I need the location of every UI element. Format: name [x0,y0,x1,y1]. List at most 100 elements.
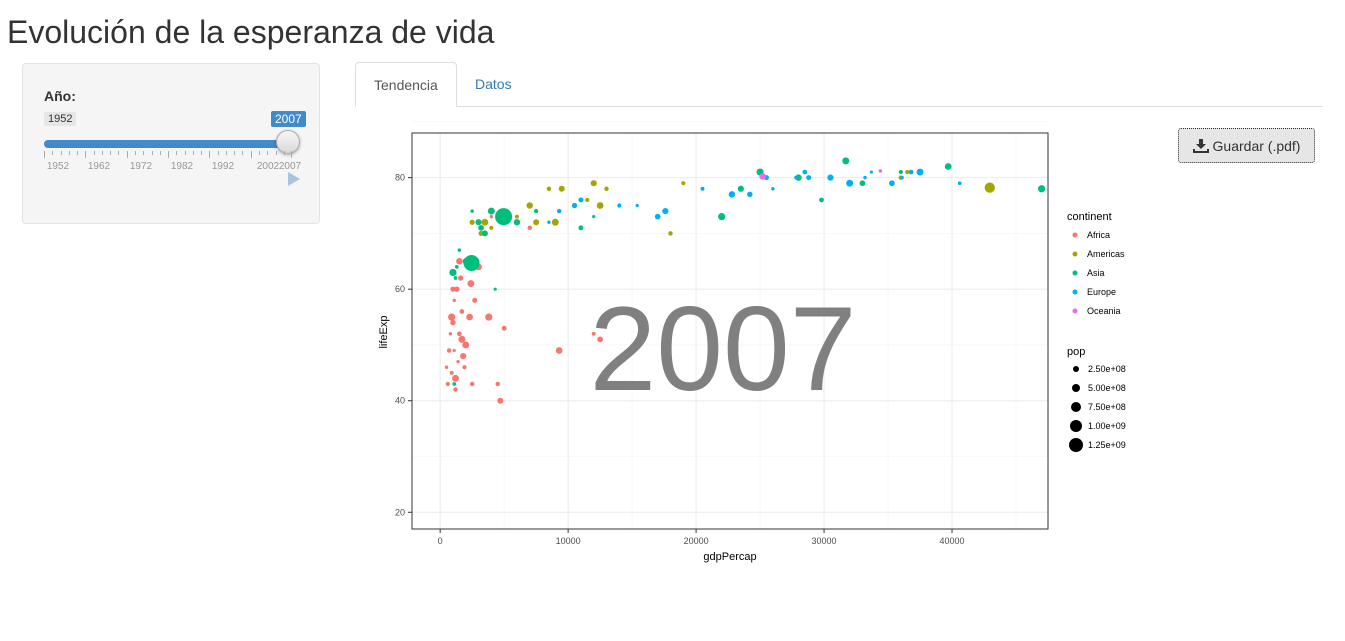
data-point [448,313,456,321]
y-tick-label: 60 [395,284,405,294]
legend-size-label: 2.50e+08 [1088,364,1126,374]
data-point [457,248,462,252]
legend-key [1072,289,1078,295]
data-point [469,381,475,387]
slider-tick [201,151,203,155]
data-point [452,374,459,382]
slider-tick [242,151,244,155]
data-point [450,286,456,292]
data-point [571,202,578,209]
slider-tick [85,151,87,158]
gapminder-chart: 0 10000 20000 30000 40000 20 40 60 80 2007 gdpPe… [378,121,1126,563]
data-point [878,169,883,173]
play-icon[interactable] [288,172,300,186]
slider-tick [184,151,186,155]
data-point [481,218,489,226]
slider-tick [77,151,79,155]
legend-label: Africa [1087,230,1110,240]
legend-label: Americas [1087,249,1125,259]
data-point [467,280,475,288]
save-pdf-button[interactable]: Guardar (.pdf) [1178,128,1315,163]
data-point [842,157,850,165]
data-point [450,319,456,326]
legend-key [1072,232,1078,238]
x-tick-label: 30000 [812,536,837,546]
data-point [527,225,532,231]
data-point [453,276,458,280]
slider-tick [267,151,269,155]
slider-tick [291,151,292,158]
plot-border [411,132,1049,530]
data-point [489,225,494,230]
download-icon [1192,138,1209,153]
slider-tick [209,151,211,158]
data-point [449,268,457,277]
slider-tick [168,151,169,158]
data-point [446,348,452,353]
data-point [493,287,497,291]
data-point [957,181,962,186]
tab-tendencia[interactable]: Tendencia [355,62,457,107]
legend-size-label: 7.50e+08 [1088,402,1126,412]
legend-label: Asia [1087,268,1105,278]
data-point [445,381,450,387]
data-point [459,309,465,314]
grid [412,121,1048,529]
data-point [448,332,453,336]
data-point [454,265,459,269]
y-tick-label: 40 [395,396,405,406]
slider-value-badge: 2007 [271,111,306,127]
data-point [558,185,565,192]
axes: 0 10000 20000 30000 40000 20 40 60 80 [395,173,965,546]
data-point [478,224,484,231]
slider-track[interactable] [44,140,292,148]
data-point [898,169,903,175]
legend-size-label: 1.25e+09 [1088,440,1126,450]
slider-handle[interactable] [276,130,300,154]
slider-tick [118,151,120,155]
legend-label: Europe [1087,287,1116,297]
legend-label: Oceania [1087,306,1121,316]
slider-tick-label: 1952 [46,161,70,172]
slider-tick [126,151,128,158]
slider-tick [283,151,285,155]
data-point [489,214,494,219]
tab-datos[interactable]: Datos [475,76,512,92]
data-point [534,208,539,214]
data-point [460,352,467,360]
slider-tick [52,151,54,155]
slider-tick [134,151,136,155]
data-point [462,365,467,370]
slider-tick-label: 2007 [278,161,302,172]
data-point [501,325,507,331]
data-point [585,197,590,203]
data-point [794,175,798,180]
data-point [859,180,866,187]
legend-size-label: 1.00e+09 [1088,421,1126,431]
data-point [458,275,464,281]
slider-tick [258,151,260,155]
data-point [635,203,639,208]
y-tick-label: 80 [395,173,405,183]
data-point [802,169,808,175]
data-point [617,203,622,208]
data-point [485,313,493,321]
legend-key [1072,270,1078,276]
slider-tick [101,151,103,155]
data-point [654,213,661,220]
data-point [846,179,854,187]
data-point [481,230,488,237]
data-point [556,208,562,214]
data-point [908,169,914,175]
tab-bar: Tendencia Datos [355,62,1323,107]
data-point [869,170,874,174]
slider-tick [250,151,252,158]
x-tick-label: 0 [438,536,443,546]
data-point [469,219,475,225]
data-point [604,186,609,191]
slider-tick [176,151,178,155]
data-point-large [495,208,513,226]
data-point [526,202,533,209]
legend-size-key [1069,438,1083,452]
y-axis-label: lifeExp [378,315,390,348]
